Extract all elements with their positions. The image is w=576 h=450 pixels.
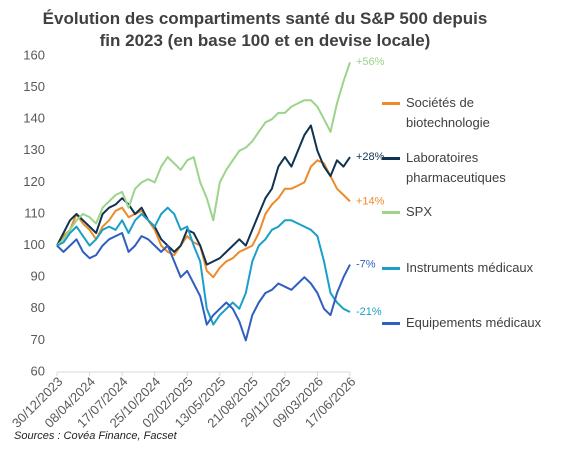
legend-swatch [382,157,400,160]
end-label: -7% [356,258,376,270]
legend-label: Instruments médicaux [406,260,534,275]
legend-label: Laboratoires pharmaceutiques [406,150,506,185]
source: Sources : Covéa Finance, Facset [14,430,177,442]
legend-swatch [382,102,400,105]
legend-item: SPX [382,202,567,222]
y-tick-label: 70 [31,332,45,347]
series-line [56,124,351,266]
legend-swatch [382,267,400,270]
y-tick-label: 140 [23,111,45,126]
legend-item: Equipements médicaux [382,313,567,333]
y-tick-label: 110 [24,205,45,220]
y-tick-label: 120 [23,174,45,189]
series-line [56,206,351,326]
y-tick-label: 160 [23,47,45,62]
legend-item: Laboratoires pharmaceutiques [382,148,567,188]
y-tick-label: 80 [31,300,45,315]
end-label: +56% [356,56,385,68]
y-tick-label: 150 [23,79,45,94]
y-tick-label: 60 [31,363,45,378]
y-tick-label: 130 [23,142,45,157]
legend-swatch [382,322,400,325]
legend-label: Sociétés de biotechnologie [406,95,490,130]
series-line [56,159,351,279]
end-label: -21% [356,306,382,318]
legend-label: Equipements médicaux [406,315,542,330]
series-line [56,232,351,342]
end-label: +28% [356,151,385,163]
legend-swatch [382,211,400,214]
legend-item: Sociétés de biotechnologie [382,93,567,133]
legend-item: Instruments médicaux [382,258,567,278]
series-line [56,61,351,247]
legend-label: SPX [406,204,433,219]
end-label: +14% [356,195,385,207]
y-tick-label: 90 [31,269,45,284]
y-tick-label: 100 [23,237,45,252]
chart-title: Évolution des compartiments santé du S&P… [42,9,488,50]
